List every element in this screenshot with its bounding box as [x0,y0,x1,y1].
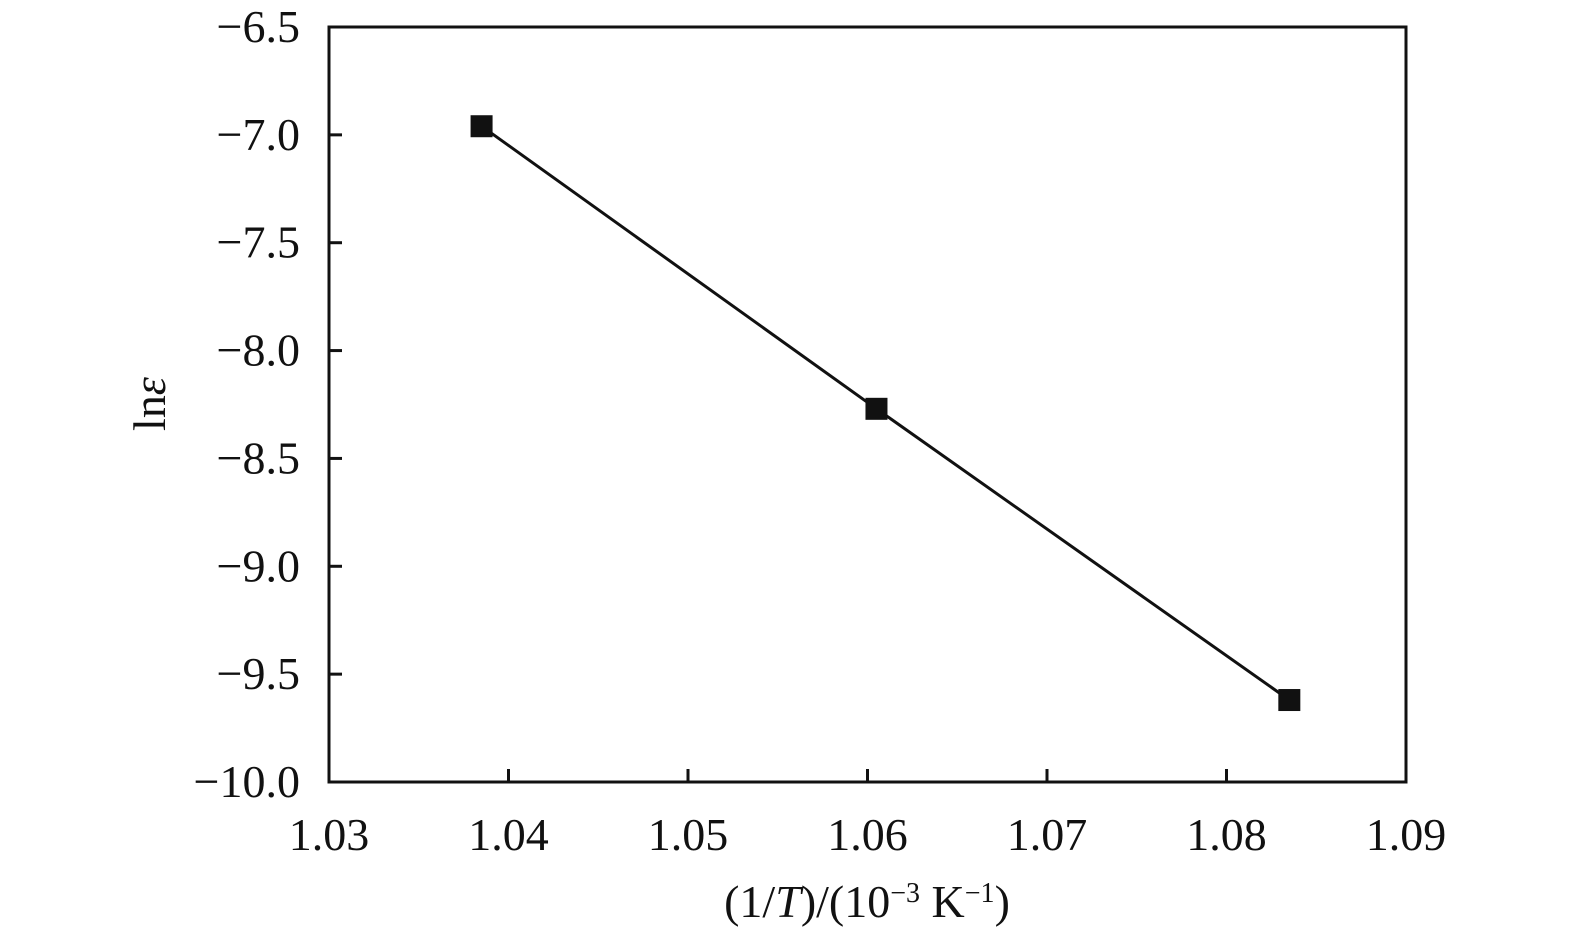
x-axis-title-variable: T [775,876,804,927]
y-axis-title-variable: ε [124,376,175,395]
x-axis-title-open: (1/ [724,876,775,927]
y-tick-label: −9.5 [217,648,300,699]
y-tick-label: −7.5 [217,217,300,268]
x-axis-title: (1/T)/(10−3 K−1) [724,876,1010,927]
x-tick-label: 1.08 [1186,809,1267,860]
y-tick-label: −8.5 [217,432,300,483]
x-axis-title-exponent-1: −3 [890,878,920,909]
x-tick-label: 1.07 [1007,809,1088,860]
x-axis-title-close: ) [995,876,1010,927]
x-axis-title-mid: )/(10 [801,876,890,927]
x-axis-title-unit: K [920,876,965,927]
x-axis-ticks: 1.03 1.04 1.05 1.06 1.07 1.08 1.09 [289,769,1447,860]
y-tick-label: −7.0 [217,109,300,160]
y-tick-label: −8.0 [217,325,300,376]
y-axis-title: lnε [124,376,175,431]
y-axis-title-prefix: ln [124,395,175,431]
y-tick-label: −10.0 [194,756,300,807]
data-point-marker [470,115,493,138]
y-tick-label: −9.0 [217,540,300,591]
y-axis-ticks: −6.5 −7.0 −7.5 −8.0 −8.5 −9.0 −9.5 −10.0 [194,1,342,807]
x-tick-label: 1.03 [289,809,370,860]
data-point-marker [1278,689,1301,712]
x-tick-label: 1.06 [827,809,908,860]
x-tick-label: 1.09 [1366,809,1447,860]
series-layer [470,115,1301,712]
y-tick-label: −6.5 [217,1,300,52]
x-tick-label: 1.05 [648,809,729,860]
data-point-marker [865,397,888,420]
x-tick-label: 1.04 [468,809,549,860]
x-axis-title-exponent-2: −1 [965,878,995,909]
